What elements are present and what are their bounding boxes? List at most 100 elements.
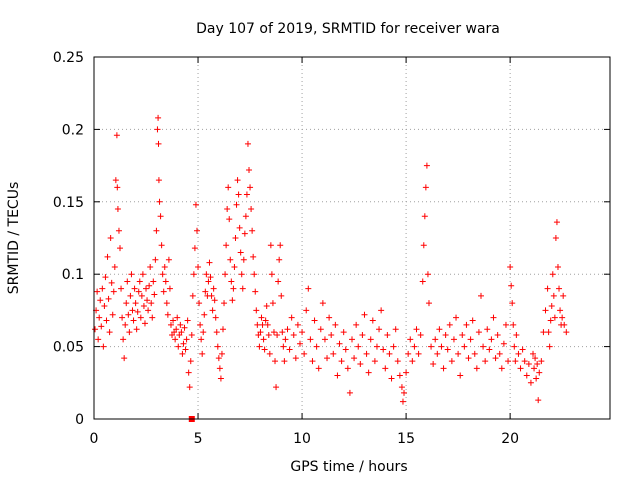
data-point-marker: [192, 201, 199, 208]
data-point-marker: [396, 372, 403, 379]
data-point-marker: [394, 358, 401, 365]
data-point-marker: [367, 336, 374, 343]
data-point-marker: [430, 360, 437, 367]
data-point-marker: [253, 307, 260, 314]
data-point-marker: [349, 336, 355, 343]
data-point-marker: [309, 358, 316, 365]
data-point-marker: [138, 292, 145, 299]
data-point-marker: [221, 300, 228, 307]
data-point-marker: [162, 278, 169, 285]
data-point-marker: [420, 242, 427, 249]
data-point-marker: [392, 326, 399, 333]
data-point-marker: [150, 278, 157, 285]
data-point-marker: [292, 355, 299, 362]
data-point-marker: [378, 307, 385, 314]
data-point-marker: [281, 358, 288, 365]
data-point-marker: [257, 329, 264, 336]
data-point-marker: [512, 358, 519, 365]
data-point-marker: [164, 311, 171, 318]
data-point-marker: [155, 140, 162, 147]
data-point-marker: [148, 300, 155, 307]
data-point-marker: [165, 256, 172, 263]
data-point-marker: [467, 336, 474, 343]
data-point-marker: [403, 369, 410, 376]
data-point-marker: [465, 355, 472, 362]
data-point-marker: [265, 332, 272, 339]
data-point-marker: [432, 336, 439, 343]
data-point-marker: [553, 219, 560, 226]
data-point-marker: [180, 340, 187, 347]
data-point-marker: [184, 317, 191, 324]
data-point-marker: [173, 326, 180, 333]
data-point-marker: [290, 332, 297, 339]
data-point-marker: [144, 297, 151, 304]
data-point-marker: [98, 323, 105, 330]
data-point-marker: [175, 343, 182, 350]
data-point-marker: [288, 314, 295, 321]
data-point-marker: [210, 285, 217, 292]
data-point-marker: [422, 184, 429, 191]
data-point-marker: [117, 245, 124, 252]
data-point-marker: [317, 326, 324, 333]
data-point-marker: [145, 307, 152, 314]
data-point-marker: [199, 350, 206, 357]
data-point-marker: [450, 336, 457, 343]
data-point-marker: [197, 321, 204, 328]
data-point-marker: [264, 321, 271, 328]
data-point-marker: [124, 278, 131, 285]
data-point-marker: [277, 242, 284, 249]
data-point-marker: [216, 365, 223, 372]
data-point-marker: [136, 278, 143, 285]
data-point-marker: [548, 303, 555, 310]
data-point-marker: [342, 346, 349, 353]
data-point-marker: [301, 350, 308, 357]
data-point-marker: [544, 285, 551, 292]
data-point-marker: [226, 216, 233, 223]
data-point-marker: [532, 355, 539, 362]
data-point-marker: [280, 343, 287, 350]
data-point-marker: [533, 375, 540, 382]
data-point-marker: [262, 317, 269, 324]
y-tick-label: 0.25: [53, 50, 84, 66]
data-point-marker: [351, 355, 358, 362]
data-point-marker: [294, 321, 301, 328]
data-point-marker: [126, 329, 133, 336]
data-point-marker: [517, 365, 524, 372]
data-point-marker: [563, 329, 570, 336]
data-point-marker: [157, 213, 164, 220]
data-point-marker: [401, 389, 408, 396]
data-point-marker: [186, 384, 193, 391]
data-point-marker: [121, 355, 128, 362]
data-point-marker: [163, 300, 170, 307]
data-point-marker: [550, 292, 557, 299]
data-point-marker: [473, 365, 480, 372]
data-point-marker: [114, 184, 121, 191]
data-point-marker: [531, 365, 538, 372]
data-point-marker: [238, 271, 245, 278]
data-point-marker: [270, 329, 277, 336]
data-point-marker: [282, 336, 289, 343]
data-point-marker: [399, 398, 406, 405]
data-point-marker: [557, 307, 564, 314]
data-point-marker: [527, 379, 534, 386]
data-point-marker: [222, 271, 229, 278]
data-point-marker: [218, 350, 225, 357]
data-point-marker: [386, 350, 393, 357]
data-point-marker: [453, 314, 460, 321]
data-point-marker: [217, 375, 224, 382]
data-point-marker: [438, 343, 445, 350]
data-point-marker: [177, 321, 184, 328]
data-point-marker: [114, 206, 121, 213]
data-point-marker: [355, 343, 362, 350]
data-point-marker: [405, 350, 412, 357]
data-point-marker: [388, 375, 395, 382]
data-point-marker: [357, 360, 364, 367]
data-point-marker: [235, 191, 242, 198]
data-point-marker: [183, 336, 190, 343]
y-tick-label: 0.1: [62, 267, 84, 283]
data-point-marker: [540, 329, 547, 336]
data-point-marker: [478, 292, 484, 299]
data-point-marker: [494, 332, 501, 339]
data-point-marker: [436, 326, 443, 333]
data-point-marker: [141, 320, 148, 327]
